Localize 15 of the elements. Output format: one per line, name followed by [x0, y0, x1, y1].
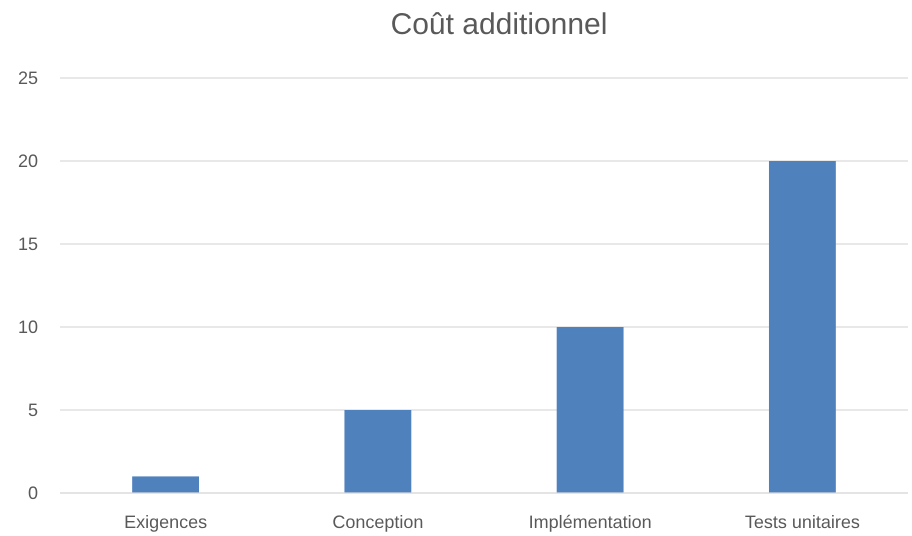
y-tick-label: 5 [28, 400, 38, 420]
bar [344, 410, 412, 493]
y-tick-label: 20 [18, 150, 38, 171]
bar [768, 161, 836, 493]
y-tick-label: 10 [18, 316, 38, 337]
y-tick-label: 25 [18, 68, 38, 88]
chart-title: Coût additionnel [390, 8, 608, 41]
bar [132, 476, 200, 493]
x-tick-label: Exigences [124, 512, 208, 532]
x-tick-label: Implémentation [528, 512, 652, 532]
bar [556, 327, 624, 493]
y-tick-label: 0 [28, 482, 38, 503]
y-tick-label: 15 [18, 234, 38, 254]
x-tick-label: Tests unitaires [744, 512, 860, 532]
x-tick-label: Conception [332, 512, 424, 532]
